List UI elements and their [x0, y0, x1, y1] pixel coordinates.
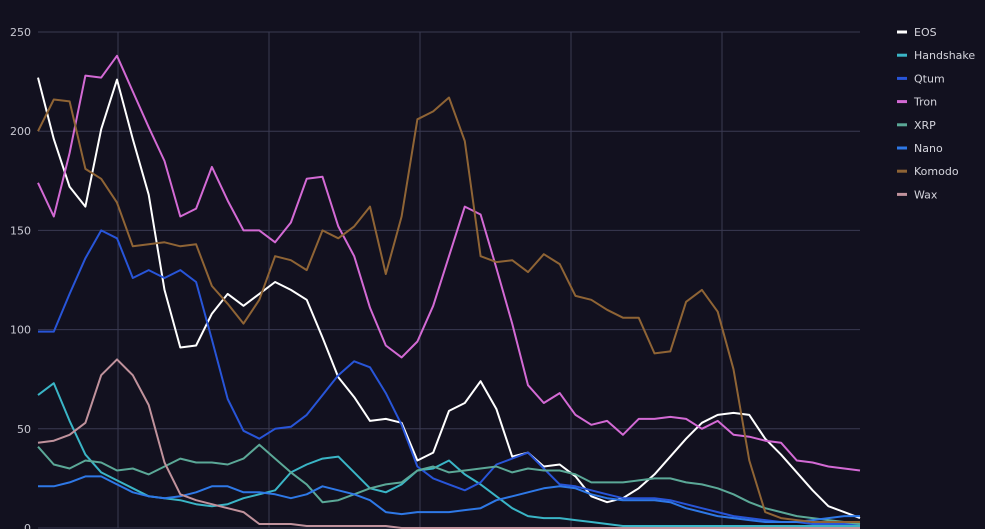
- legend-item-nano[interactable]: Nano: [897, 142, 943, 155]
- y-tick-label: 150: [10, 224, 31, 237]
- legend-label: EOS: [914, 26, 937, 39]
- legend[interactable]: EOS Handshake Qtum Tron XRP Nano Komodo Wax: [897, 26, 975, 201]
- series-line-eos: [37, 77, 861, 520]
- series-line-xrp: [37, 443, 861, 525]
- legend-label: Komodo: [914, 165, 959, 178]
- series-line-tron: [37, 54, 861, 472]
- series-lines: [37, 54, 861, 529]
- y-axis: 0 50 100 150 200 250: [10, 26, 31, 529]
- legend-item-qtum[interactable]: Qtum: [897, 72, 945, 85]
- legend-item-handshake[interactable]: Handshake: [897, 49, 975, 62]
- y-tick-label: 0: [24, 522, 31, 529]
- series-line-nano: [38, 475, 860, 523]
- legend-item-wax[interactable]: Wax: [897, 188, 938, 201]
- legend-item-eos[interactable]: EOS: [897, 26, 937, 39]
- legend-item-komodo[interactable]: Komodo: [897, 165, 959, 178]
- legend-label: Wax: [914, 188, 938, 201]
- legend-label: XRP: [914, 119, 936, 132]
- legend-item-xrp[interactable]: XRP: [897, 119, 936, 132]
- series-line-komodo: [37, 96, 860, 523]
- legend-label: Qtum: [914, 72, 945, 85]
- legend-label: Tron: [913, 96, 937, 109]
- y-tick-label: 50: [17, 423, 31, 436]
- series-line-wax: [37, 358, 860, 529]
- legend-item-tron[interactable]: Tron: [897, 96, 937, 109]
- y-tick-label: 100: [10, 324, 31, 337]
- series-line-qtum: [38, 229, 860, 525]
- series-line-handshake: [37, 382, 860, 527]
- y-tick-label: 250: [10, 26, 31, 39]
- legend-label: Nano: [914, 142, 943, 155]
- legend-label: Handshake: [914, 49, 975, 62]
- y-tick-label: 200: [10, 125, 31, 138]
